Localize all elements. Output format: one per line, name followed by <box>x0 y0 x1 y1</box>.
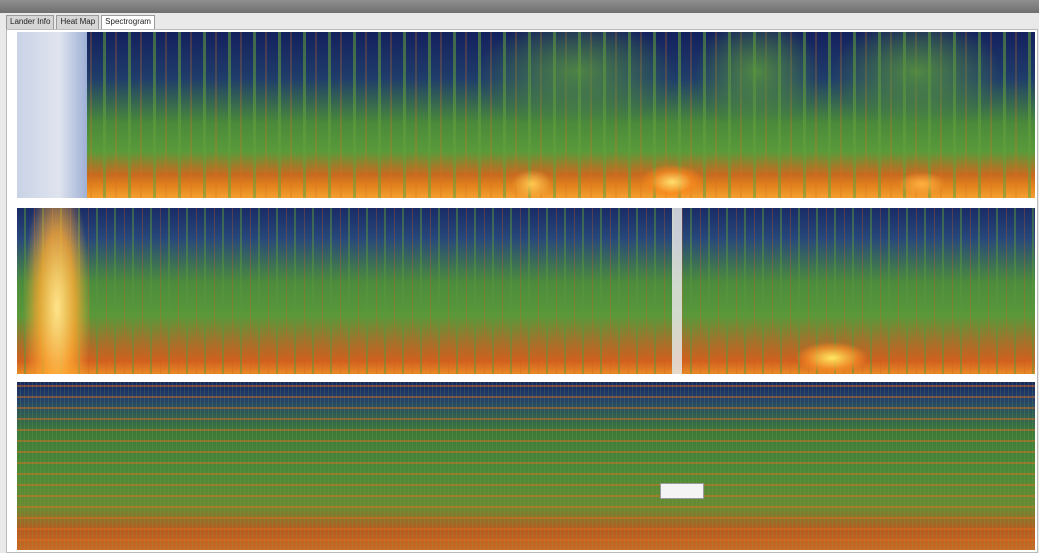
spectrogram-image <box>17 382 1035 550</box>
tab[interactable]: Lander Info <box>6 15 55 29</box>
spectrogram-panel[interactable] <box>17 32 1035 198</box>
tab[interactable]: Spectrogram <box>101 15 155 29</box>
tab[interactable]: Heat Map <box>56 15 100 29</box>
spectrogram-gap <box>17 32 87 198</box>
cursor-tooltip <box>660 483 704 499</box>
spectrogram-panel[interactable] <box>17 382 1035 550</box>
spectrogram-hotspots <box>17 32 1035 198</box>
spectrogram-hotspots <box>17 208 1035 374</box>
spectrogram-view <box>6 29 1038 553</box>
tab-bar: Lander Info Heat Map Spectrogram <box>6 15 155 29</box>
spectrogram-panel[interactable] <box>17 208 1035 374</box>
title-bar <box>0 0 1039 13</box>
spectrogram-texture <box>17 382 1035 550</box>
